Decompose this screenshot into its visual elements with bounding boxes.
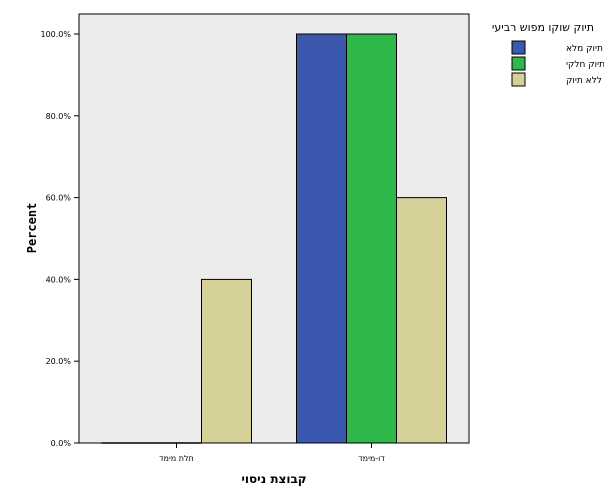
legend-items: תיוק מלא תיוק חלקי ללא תיוק <box>511 40 604 87</box>
legend-label: תיוק מלא <box>566 44 603 54</box>
y-tick-label: 80.0% <box>46 112 72 121</box>
y-tick-label: 60.0% <box>46 194 72 203</box>
legend-title: תיוק שוקו מפוש רביעי <box>492 21 594 34</box>
y-tick-label: 0.0% <box>51 439 72 448</box>
legend-label: תיוק חלקי <box>566 60 604 70</box>
x-axis: תלת מימד דו-מימד <box>159 443 385 463</box>
x-tick-label: דו-מימד <box>358 454 385 463</box>
bars-group <box>101 33 447 444</box>
legend-swatch <box>511 40 526 55</box>
legend-label: ללא תיוק <box>566 76 602 86</box>
x-axis-title: קבוצת ניסוי <box>241 472 306 486</box>
legend-swatch <box>511 56 526 71</box>
y-tick-label: 40.0% <box>46 275 72 284</box>
bar <box>346 33 397 444</box>
y-axis: 0.0% 20.0% 40.0% 60.0% 80.0% 100.0% <box>40 30 79 448</box>
y-tick-label: 100.0% <box>40 30 71 39</box>
bar <box>201 278 252 444</box>
y-axis-title: Percent <box>25 203 39 254</box>
x-tick-label: תלת מימד <box>159 454 194 463</box>
bar <box>396 197 447 444</box>
y-tick-label: 20.0% <box>46 357 72 366</box>
legend-swatch <box>511 72 526 87</box>
bar <box>296 33 347 444</box>
legend: תיוק שוקו מפוש רביעי תיוק מלא תיוק חלקי לל… <box>492 21 604 87</box>
